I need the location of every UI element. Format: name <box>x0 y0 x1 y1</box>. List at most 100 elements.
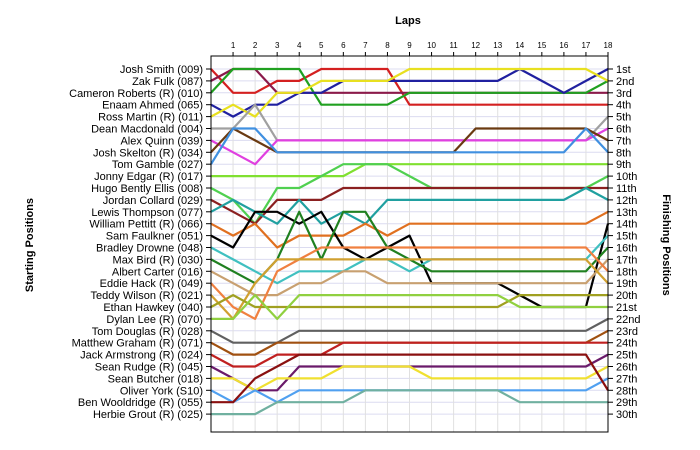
starting-position-label: Jonny Edgar (R) (017) <box>94 171 203 183</box>
starting-position-label: Josh Skelton (R) (034) <box>93 147 203 159</box>
plot-border <box>210 55 609 433</box>
x-tick-label: 10 <box>427 41 436 50</box>
y-axis-title-left: Starting Positions <box>24 198 36 292</box>
finishing-position-label: 22nd <box>616 314 640 326</box>
finishing-position-label: 8th <box>616 147 631 159</box>
series-line <box>210 67 609 118</box>
finishing-position-label: 12th <box>616 195 637 207</box>
starting-position-label: Alex Quinn (039) <box>120 135 203 147</box>
starting-position-label: Teddy Wilson (R) (021) <box>91 290 203 302</box>
starting-position-label: Jack Armstrong (R) (024) <box>80 350 203 362</box>
starting-position-label: Jordan Collard (029) <box>103 195 203 207</box>
finishing-position-label: 13th <box>616 207 637 219</box>
x-tick-label: 13 <box>493 41 502 50</box>
series-line <box>210 186 609 225</box>
x-tick-label: 12 <box>471 41 480 50</box>
finishing-position-label: 29th <box>616 397 637 409</box>
starting-position-label: Hugo Bently Ellis (008) <box>91 183 203 195</box>
starting-position-label: Sam Faulkner (051) <box>106 231 203 243</box>
starting-position-labels: Josh Smith (009)Zak Fulk (087)Cameron Ro… <box>69 64 211 421</box>
series-line <box>210 246 609 320</box>
series-line <box>211 353 609 404</box>
finishing-position-label: 25th <box>616 350 637 362</box>
x-tick-label: 2 <box>253 41 258 50</box>
series-line <box>211 389 608 416</box>
starting-position-label: Bradley Drowne (048) <box>96 243 203 255</box>
x-ticks: 1 2 3 4 5 6 7 8 9 10 11 12 13 14 15 16 17 18 <box>231 41 613 56</box>
starting-position-label: Sean Rudge (R) (045) <box>95 362 203 374</box>
x-tick-label: 7 <box>363 41 368 50</box>
finishing-position-label: 21st <box>616 302 637 314</box>
x-tick-label: 11 <box>449 41 458 50</box>
starting-position-label: Oliver York (S10) <box>120 385 203 397</box>
finishing-position-label: 7th <box>616 135 631 147</box>
x-tick-label: 16 <box>559 41 568 50</box>
series-line <box>210 258 609 297</box>
starting-position-label: Dylan Lee (R) (070) <box>106 314 203 326</box>
series-line <box>210 127 609 165</box>
finishing-position-label: 15th <box>616 231 637 243</box>
starting-position-label: Tom Douglas (R) (028) <box>92 326 203 338</box>
x-tick-label: 14 <box>515 41 524 50</box>
x-tick-label: 1 <box>231 41 236 50</box>
finishing-position-label: 10th <box>616 171 637 183</box>
x-tick-label: 18 <box>604 41 613 50</box>
starting-position-label: Zak Fulk (087) <box>132 76 203 88</box>
finishing-position-label: 4th <box>616 100 631 112</box>
series-line <box>210 210 609 249</box>
finishing-position-label: 28th <box>616 385 637 397</box>
series-line <box>211 294 608 320</box>
starting-position-label: Matthew Graham (R) (071) <box>72 338 203 350</box>
finishing-position-label: 11th <box>616 183 637 195</box>
starting-position-label: William Pettitt (R) (066) <box>89 219 203 231</box>
series-line <box>210 294 608 309</box>
x-tick-label: 4 <box>297 41 302 50</box>
starting-position-label: Herbie Grout (R) (025) <box>93 409 203 421</box>
finishing-position-label: 9th <box>616 159 631 171</box>
x-tick-label: 5 <box>319 41 324 50</box>
starting-position-label: Albert Carter (016) <box>112 266 203 278</box>
starting-position-label: Josh Smith (009) <box>120 64 203 76</box>
series-line <box>210 258 609 320</box>
x-tick-label: 3 <box>275 41 280 50</box>
series-line <box>210 127 609 166</box>
starting-position-label: Ethan Hawkey (040) <box>103 302 203 314</box>
finishing-position-label: 20th <box>616 290 637 302</box>
series-line <box>210 186 608 225</box>
starting-position-label: Lewis Thompson (077) <box>91 207 203 219</box>
finishing-position-label: 2nd <box>616 76 634 88</box>
finishing-position-label: 23rd <box>616 326 638 338</box>
x-tick-label: 17 <box>581 41 590 50</box>
series-line <box>211 163 608 178</box>
starting-position-label: Ben Wooldridge (R) (055) <box>78 397 203 409</box>
series-line <box>210 341 608 368</box>
starting-position-label: Dean Macdonald (004) <box>91 124 203 136</box>
starting-position-label: Sean Butcher (018) <box>108 373 203 385</box>
finishing-position-label: 18th <box>616 266 637 278</box>
x-tick-label: 15 <box>537 41 546 50</box>
series-line <box>211 365 609 392</box>
starting-position-label: Enaam Ahmed (065) <box>102 100 203 112</box>
series-lines <box>210 67 610 416</box>
starting-position-label: Max Bird (R) (030) <box>113 254 203 266</box>
y-axis-title-right: Finishing Positions <box>660 194 672 295</box>
finishing-position-label: 14th <box>616 219 637 231</box>
finishing-position-label: 16th <box>616 243 637 255</box>
finishing-position-label: 26th <box>616 362 637 374</box>
finishing-position-label: 30th <box>616 409 637 421</box>
series-line <box>210 67 608 106</box>
x-tick-label: 6 <box>341 41 346 50</box>
finishing-position-label: 17th <box>616 254 637 266</box>
finishing-position-label: 1st <box>616 64 631 76</box>
series-line <box>210 67 609 106</box>
finishing-position-label: 27th <box>616 373 637 385</box>
series-line <box>210 67 609 118</box>
starting-position-label: Tom Gamble (027) <box>112 159 203 171</box>
finishing-position-label: 19th <box>616 278 637 290</box>
finishing-position-label: 6th <box>616 124 631 136</box>
finishing-position-label: 5th <box>616 112 631 124</box>
finishing-position-label: 3rd <box>616 88 632 100</box>
starting-position-label: Eddie Hack (R) (049) <box>100 278 203 290</box>
x-tick-label: 8 <box>385 41 390 50</box>
